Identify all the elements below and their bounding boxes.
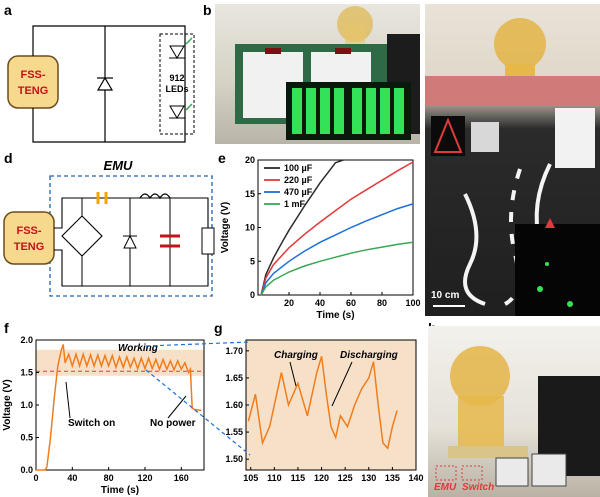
- x-axis-label: Time (s): [316, 310, 354, 320]
- x-tick-label-0: 0: [33, 473, 38, 483]
- x-tick-label-0: 20: [284, 298, 294, 308]
- teng-label-d2: TENG: [14, 241, 45, 253]
- switch-on-pointer: [65, 381, 71, 419]
- y-axis-label: Voltage (V): [220, 202, 231, 253]
- discharging-pointer: [331, 361, 353, 407]
- x-tick-label-4: 125: [338, 473, 353, 483]
- legend-label-0: 100 µF: [284, 163, 313, 173]
- legend-label-3: 1 mF: [284, 199, 306, 209]
- y-tick-label-4: 2.0: [20, 335, 33, 345]
- x-tick-label-5: 130: [361, 473, 376, 483]
- x-axis-label: Time (s): [101, 485, 139, 496]
- y-tick-label-1: 5: [250, 256, 255, 266]
- switch-photo-label: Switch: [462, 482, 495, 493]
- series-line-2: [260, 203, 414, 296]
- annotation-charging: Charging: [274, 350, 318, 361]
- series-line-0: [260, 159, 344, 296]
- chart-g: 105 110 115 120 125 130 135 140 1.50 1.55 1.60 1.65…: [225, 339, 424, 483]
- emu-label: EMU: [104, 158, 134, 173]
- annotation-discharging: Discharging: [340, 350, 398, 361]
- x-tick-label-2: 60: [346, 298, 356, 308]
- x-tick-label-1: 40: [315, 298, 325, 308]
- x-tick-label-3: 120: [314, 473, 329, 483]
- panel-label-g: g: [214, 320, 223, 336]
- series-line-1: [260, 161, 414, 296]
- led-word: LEDs: [165, 84, 188, 94]
- y-tick-label-3: 15: [245, 189, 255, 199]
- x-tick-label-3: 80: [377, 298, 387, 308]
- scale-bar-label: 10 cm: [431, 290, 460, 301]
- photo-road-scene: 10 cm: [425, 4, 600, 316]
- y-tick-label-1: 0.5: [20, 433, 33, 443]
- panel-d-circuit: EMU FSS- TENG: [3, 158, 215, 297]
- x-tick-label-2: 115: [291, 473, 306, 483]
- panel-label-e: e: [218, 150, 226, 166]
- no-power-pointer: [167, 395, 187, 419]
- x-tick-label-1: 110: [267, 473, 282, 483]
- y-axis-label: Voltage (V): [2, 379, 13, 430]
- y-tick-label-4: 1.70: [225, 346, 243, 356]
- y-tick-label-4: 20: [245, 155, 255, 165]
- series-line-3: [260, 241, 414, 296]
- y-tick-label-2: 1.0: [20, 400, 33, 410]
- plot-frame: [257, 159, 414, 296]
- annotation-switch-on: Switch on: [68, 418, 115, 429]
- x-tick-label-0: 105: [243, 473, 258, 483]
- y-tick-label-3: 1.5: [20, 368, 33, 378]
- panel-label-d: d: [4, 150, 13, 166]
- x-tick-label-6: 135: [385, 473, 400, 483]
- series-line-0: [36, 344, 202, 471]
- y-tick-label-2: 10: [245, 223, 255, 233]
- y-tick-label-0: 1.50: [225, 454, 243, 464]
- photo-emu-setup: EMU Switch: [428, 326, 600, 497]
- panel-label-f: f: [4, 320, 9, 336]
- series-line-0: [247, 356, 398, 450]
- photo-led-glow: [286, 82, 411, 140]
- charging-pointer: [289, 361, 297, 387]
- legend-label-1: 220 µF: [284, 175, 313, 185]
- x-tick-label-4: 100: [405, 298, 420, 308]
- chart-f: 0 40 80 120 160 0.0 0.5 1.0 1.5 2.0 Time (s) Voltag…: [2, 335, 205, 496]
- emu-photo-label: EMU: [434, 482, 457, 493]
- panel-label-a: a: [4, 2, 12, 18]
- panel-a-circuit: FSS- TENG 912 LEDs: [7, 25, 195, 143]
- y-tick-label-1: 1.55: [225, 427, 243, 437]
- led-count: 912: [169, 73, 184, 83]
- y-tick-label-0: 0.0: [20, 465, 33, 475]
- x-tick-label-4: 160: [174, 473, 189, 483]
- y-tick-label-3: 1.65: [225, 373, 243, 383]
- x-tick-label-2: 80: [104, 473, 114, 483]
- y-tick-label-2: 1.60: [225, 400, 243, 410]
- teng-label-d1: FSS-: [16, 225, 41, 237]
- x-tick-label-3: 120: [137, 473, 152, 483]
- x-tick-label-7: 140: [408, 473, 423, 483]
- teng-label-a2: TENG: [18, 85, 49, 97]
- chart-e: 20 40 60 80 100 0 5 10 15 20 Time (s) Voltage (V) 10…: [220, 155, 421, 320]
- x-tick-label-1: 40: [67, 473, 77, 483]
- legend-label-2: 470 µF: [284, 187, 313, 197]
- annotation-working: Working: [118, 343, 158, 354]
- teng-label-a1: FSS-: [20, 69, 45, 81]
- panel-label-b: b: [203, 2, 212, 18]
- annotation-no-power: No power: [150, 418, 196, 429]
- y-tick-label-0: 0: [250, 290, 255, 300]
